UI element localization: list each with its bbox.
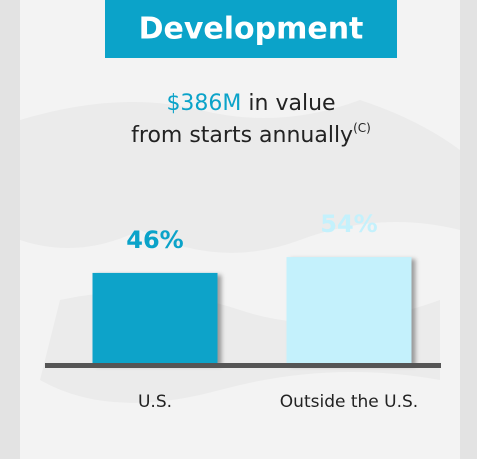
baseline: [45, 363, 441, 368]
subtitle-line1: $386M in value: [166, 91, 335, 116]
subtitle-text: from starts annually: [131, 123, 353, 148]
value-label: 46%: [126, 226, 183, 254]
subtitle-highlight: $386M: [166, 91, 241, 116]
category-label: Outside the U.S.: [280, 392, 418, 412]
value-label: 54%: [320, 210, 377, 238]
bar: [286, 257, 412, 364]
category-label: U.S.: [138, 392, 172, 412]
header-band: [105, 0, 397, 58]
header-title: Development: [139, 12, 364, 47]
subtitle-line2: from starts annually(C): [131, 121, 371, 149]
subtitle-text: in value: [248, 91, 335, 116]
footnote-ref: (C): [353, 121, 371, 135]
bar: [92, 272, 218, 364]
bar-chart: 46% U.S. 54% Outside the U.S.: [92, 210, 418, 412]
